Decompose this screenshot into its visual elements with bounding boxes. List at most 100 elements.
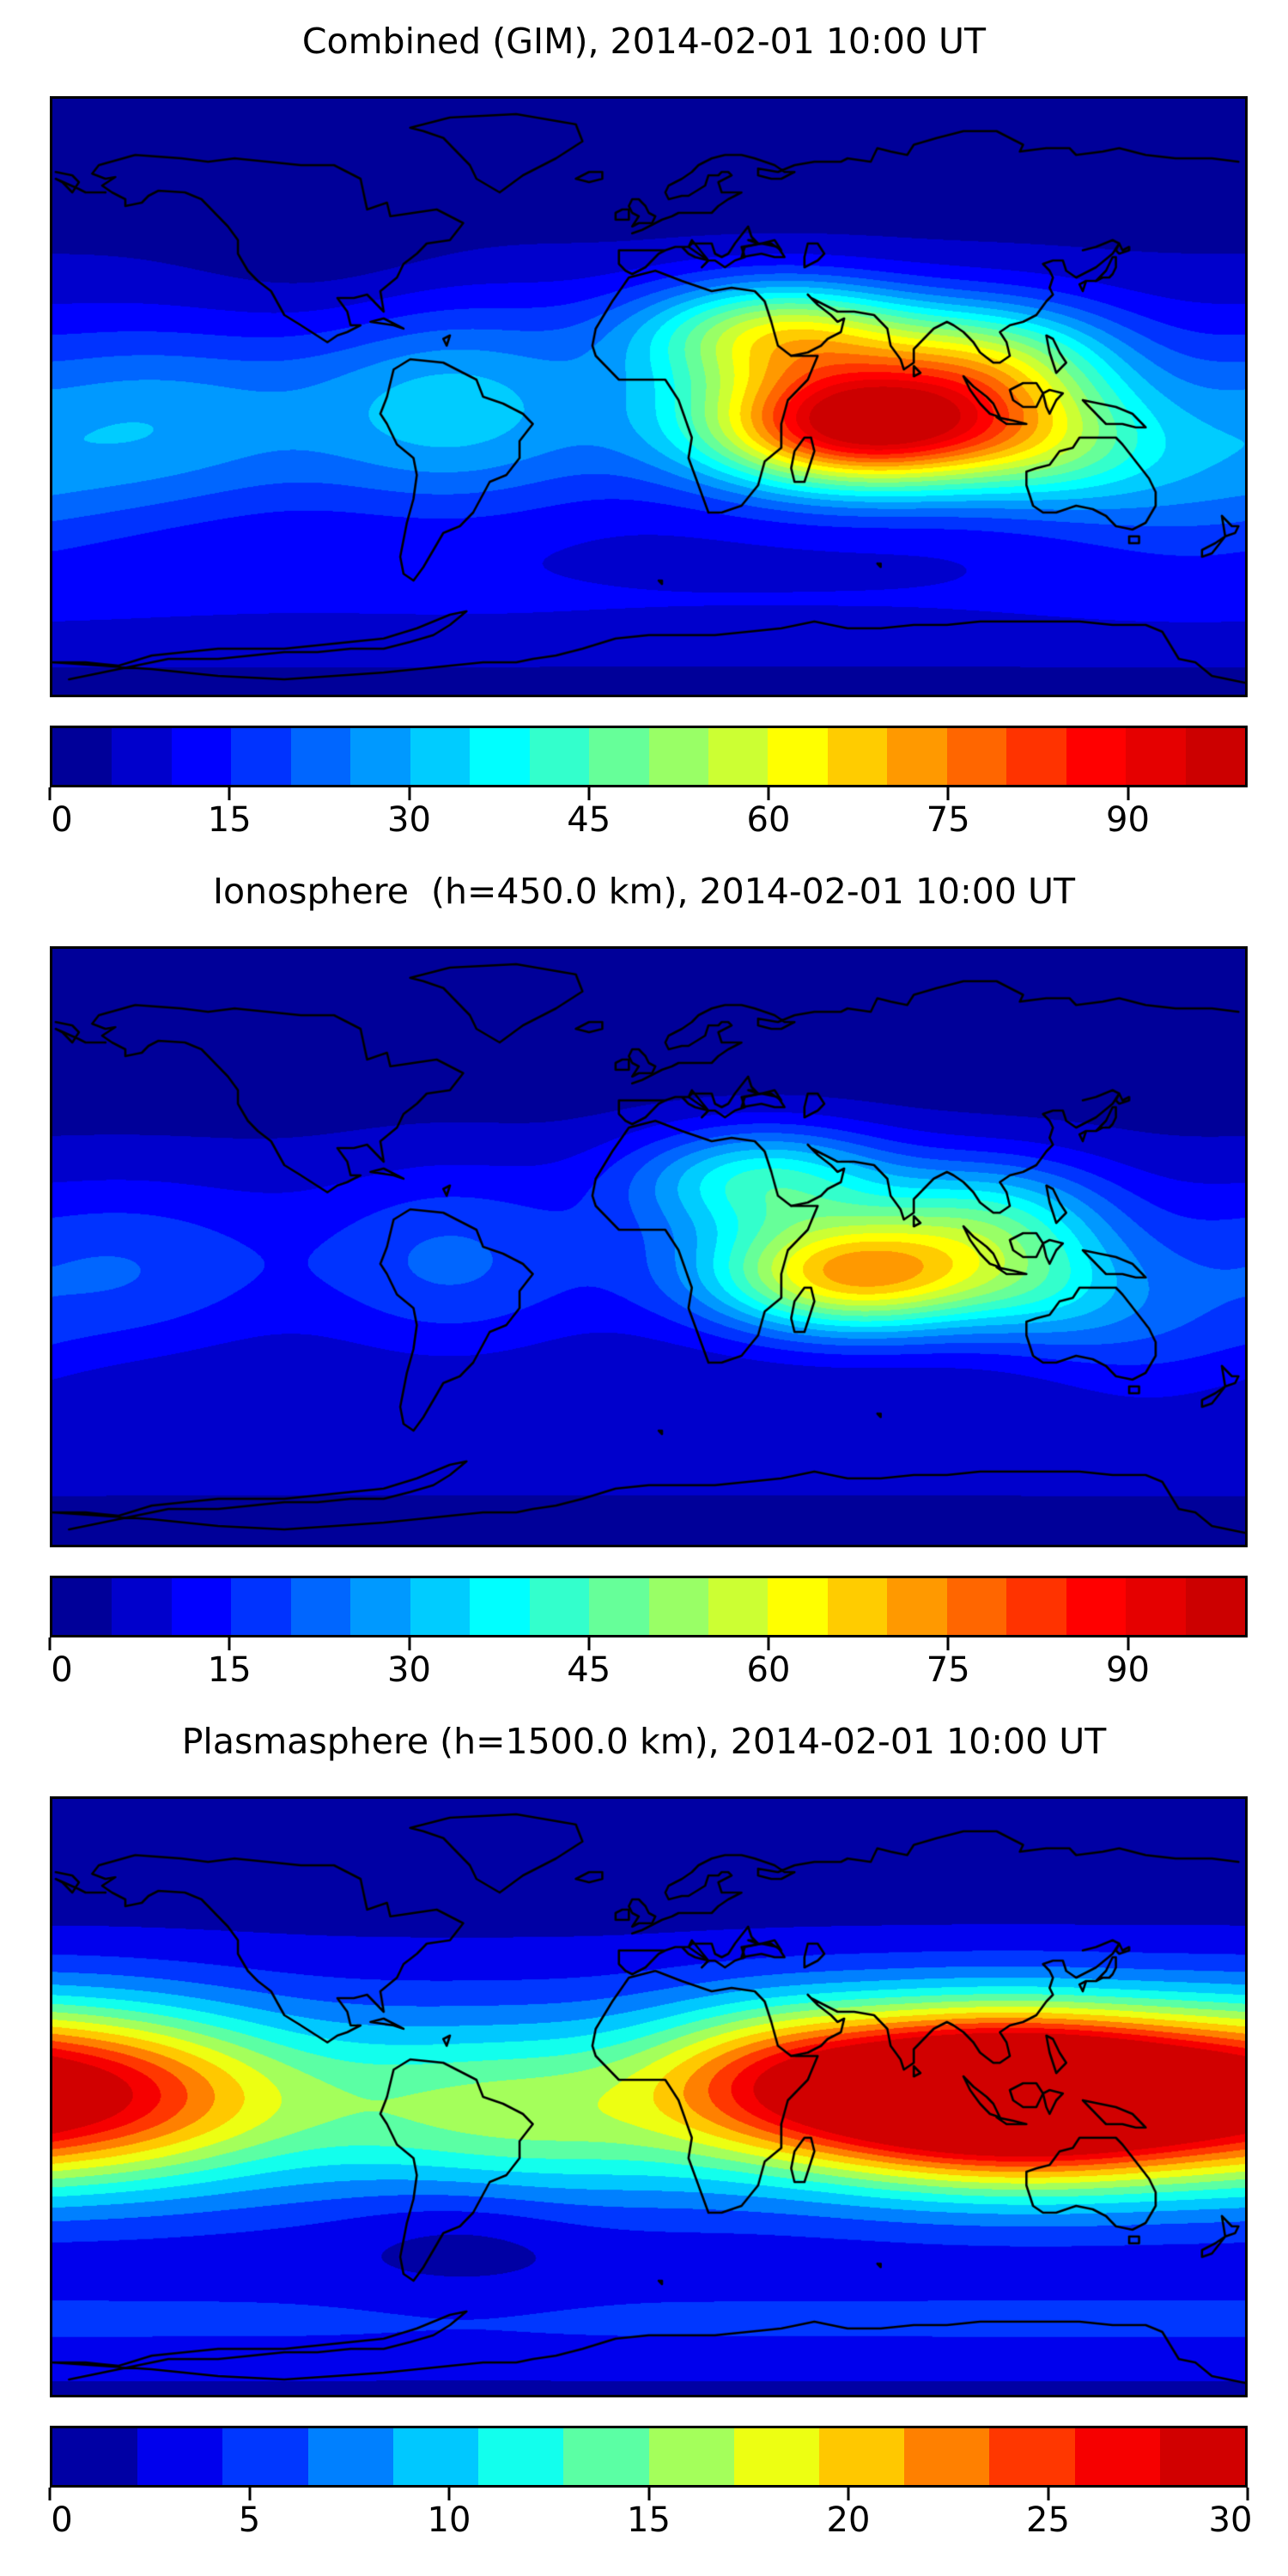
colorbar-band: [1074, 2428, 1160, 2485]
map-plasmasphere: [50, 1796, 1248, 2397]
colorbar-band: [478, 2428, 564, 2485]
colorbar-band: [1126, 728, 1186, 785]
colorbar-band: [171, 1578, 232, 1635]
colorbar-ionosphere: 0 15 30 45 60 75 90: [48, 1576, 1248, 1687]
colorbar-tick: [1127, 787, 1129, 800]
colorbar-band: [563, 2428, 649, 2485]
colorbar-band: [1066, 728, 1127, 785]
colorbar-band: [52, 1578, 112, 1635]
colorbar-band: [589, 1578, 649, 1635]
colorbar-band: [1066, 1578, 1127, 1635]
colorbar-band: [1126, 1578, 1186, 1635]
colorbar-tick: [228, 1637, 231, 1650]
colorbar-tick: [228, 787, 231, 800]
colorbar-tick-label: 75: [926, 1650, 970, 1690]
colorbar-band: [470, 728, 530, 785]
colorbar-tick-label: 30: [387, 800, 431, 840]
colorbar-tick-label: 75: [926, 800, 970, 840]
colorbar-band: [904, 2428, 990, 2485]
colorbar-tick: [1246, 2488, 1249, 2500]
colorbar-tick: [408, 1637, 410, 1650]
colorbar-band: [529, 1578, 590, 1635]
colorbar-band: [350, 1578, 410, 1635]
colorbar-band: [231, 728, 291, 785]
colorbar-band: [290, 1578, 351, 1635]
map-contour-combined: [52, 99, 1245, 695]
colorbar-tick-label: 15: [207, 1650, 252, 1690]
colorbar-tick-label: 0: [51, 800, 73, 840]
colorbar-tick: [587, 787, 591, 800]
map-combined: [50, 96, 1248, 697]
colorbar-tick: [408, 787, 410, 800]
colorbar-tick-label: 60: [746, 800, 791, 840]
colorbar-band: [768, 1578, 828, 1635]
colorbar-band: [1159, 2428, 1245, 2485]
colorbar-band: [827, 1578, 888, 1635]
colorbar-tick-label: 20: [826, 2500, 871, 2540]
colorbar-tick: [647, 2488, 650, 2500]
colorbar-band: [708, 728, 769, 785]
colorbar-axis-plasmasphere: 0 5 10 15 20 25 30: [48, 2488, 1252, 2540]
panel-title-plasmasphere: Plasmasphere (h=1500.0 km), 2014-02-01 1…: [181, 1721, 1107, 1762]
colorbar-band: [307, 2428, 393, 2485]
colorbar-tick-label: 15: [627, 2500, 671, 2540]
colorbar-band: [648, 1578, 708, 1635]
colorbar-tick-label: 5: [238, 2500, 261, 2540]
colorbar-band: [1185, 728, 1245, 785]
colorbar-strip-combined: [50, 726, 1248, 787]
colorbar-band: [350, 728, 410, 785]
colorbar-band: [827, 728, 888, 785]
colorbar-band: [171, 728, 232, 785]
colorbar-tick: [767, 1637, 770, 1650]
colorbar-band: [818, 2428, 905, 2485]
colorbar-tick: [48, 787, 52, 800]
colorbar-tick: [248, 2488, 251, 2500]
colorbar-tick-label: 30: [1208, 2500, 1253, 2540]
colorbar-tick-label: 10: [427, 2500, 471, 2540]
colorbar-band: [589, 728, 649, 785]
colorbar-band: [410, 1578, 471, 1635]
colorbar-tick: [447, 2488, 451, 2500]
colorbar-band: [887, 1578, 947, 1635]
colorbar-band: [1006, 1578, 1066, 1635]
colorbar-band: [222, 2428, 308, 2485]
colorbar-band: [392, 2428, 479, 2485]
colorbar-tick: [48, 1637, 52, 1650]
colorbar-tick: [946, 1637, 950, 1650]
colorbar-band: [410, 728, 471, 785]
colorbar-tick: [1127, 1637, 1129, 1650]
colorbar-band: [648, 728, 708, 785]
colorbar-tick: [767, 787, 770, 800]
colorbar-band: [112, 1578, 172, 1635]
colorbar-tick: [847, 2488, 850, 2500]
colorbar-band: [946, 1578, 1007, 1635]
colorbar-tick-label: 90: [1106, 800, 1150, 840]
colorbar-band: [231, 1578, 291, 1635]
colorbar-tick: [1047, 2488, 1049, 2500]
colorbar-band: [648, 2428, 734, 2485]
colorbar-band: [290, 728, 351, 785]
colorbar-tick: [48, 2488, 52, 2500]
colorbar-tick: [946, 787, 950, 800]
colorbar-band: [470, 1578, 530, 1635]
colorbar-tick-label: 30: [387, 1650, 431, 1690]
colorbar-band: [1185, 1578, 1245, 1635]
colorbar-axis-combined: 0 15 30 45 60 75 90: [48, 787, 1248, 840]
colorbar-band: [946, 728, 1007, 785]
colorbar-tick-label: 15: [207, 800, 252, 840]
colorbar-band: [52, 728, 112, 785]
panel-title-ionosphere: Ionosphere (h=450.0 km), 2014-02-01 10:0…: [212, 871, 1076, 912]
colorbar-strip-plasmasphere: [50, 2426, 1248, 2488]
colorbar-tick: [587, 1637, 591, 1650]
colorbar-band: [733, 2428, 819, 2485]
colorbar-band: [887, 728, 947, 785]
colorbar-tick-label: 60: [746, 1650, 791, 1690]
colorbar-band: [112, 728, 172, 785]
map-contour-ionosphere: [52, 949, 1245, 1545]
colorbar-band: [529, 728, 590, 785]
colorbar-band: [768, 728, 828, 785]
colorbar-tick-label: 90: [1106, 1650, 1150, 1690]
colorbar-band: [137, 2428, 223, 2485]
map-ionosphere: [50, 946, 1248, 1547]
